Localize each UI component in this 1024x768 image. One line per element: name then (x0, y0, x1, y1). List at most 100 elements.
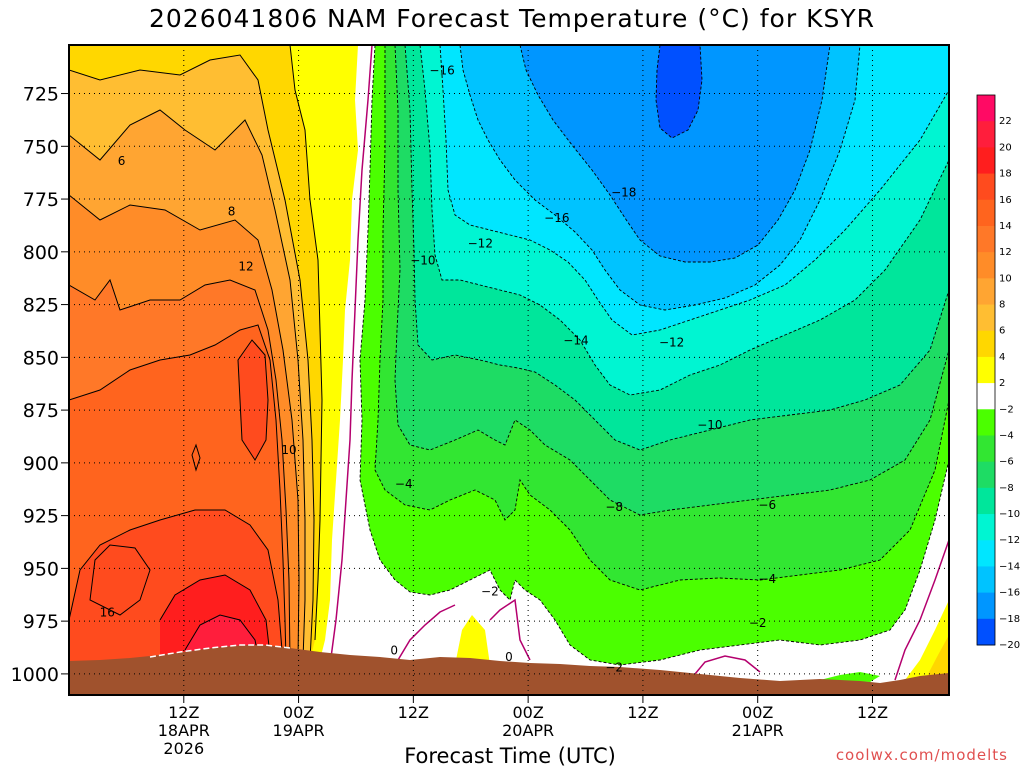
negative-contour-line (419, 45, 949, 396)
contour-label: −6 (758, 498, 776, 512)
contour-label: −14 (563, 333, 588, 347)
colorbar-swatch (977, 383, 995, 410)
colorbar-label: 14 (999, 221, 1012, 232)
freezing-line (394, 604, 456, 666)
contour-label: −10 (410, 253, 435, 267)
colorbar-label: −10 (999, 509, 1020, 520)
contour-label: 12 (238, 260, 253, 274)
colorbar-swatch (977, 199, 995, 227)
contour-line (237, 339, 269, 461)
colorbar-swatch (977, 173, 995, 201)
contour-line (69, 509, 283, 651)
colorbar-label: −16 (999, 588, 1020, 599)
x-tick-label: 00Z (283, 703, 314, 722)
colorbar-label: 12 (999, 247, 1012, 258)
colorbar-swatch (977, 278, 995, 306)
contour-label: −4 (758, 572, 776, 586)
contour-label: −2 (749, 616, 767, 630)
colorbar-label: 6 (999, 326, 1005, 337)
contour-labels: 6 8 12 10 16 0 0 −2 −4 −2 −8 −10 −12 −14 −16 −16 −18 −12 −… (100, 63, 776, 675)
colorbar-label: 10 (999, 273, 1012, 284)
colorbar-swatch (977, 225, 995, 253)
temp-band-neg18-neg20 (656, 45, 702, 138)
colorbar-swatch (977, 121, 995, 148)
negative-contour-line (404, 45, 949, 451)
contour-line (289, 45, 323, 641)
contour-fill-layer (69, 45, 949, 695)
credit-link[interactable]: coolwx.com/modelts (835, 746, 1008, 764)
negative-contour-line (359, 45, 949, 666)
y-tick-label: 850 (23, 347, 59, 369)
x-axis-label: Forecast Time (UTC) (404, 744, 616, 768)
temp-band-neg16-neg18 (520, 45, 830, 262)
negative-contour-line (459, 45, 861, 311)
contour-line (69, 109, 306, 661)
y-tick-label: 925 (23, 506, 59, 528)
contour-label: −12 (659, 336, 684, 350)
contour-label: −16 (429, 63, 454, 77)
colorbar-label: −18 (999, 614, 1020, 625)
colorbar-swatch (977, 304, 995, 332)
contour-label: −2 (481, 585, 499, 599)
contour-line (69, 194, 300, 661)
negative-contour-line (439, 45, 949, 336)
temp-band-surface-green-right (820, 672, 880, 682)
y-tick-label: 975 (23, 611, 59, 633)
x-tick-label: 12Z (857, 703, 888, 722)
x-tick-label: 12Z (398, 703, 429, 722)
colorbar-swatch (977, 514, 995, 541)
colorbar-label: −2 (999, 404, 1014, 415)
contour-line (159, 574, 271, 656)
x-tick-label: 20APR (502, 721, 554, 740)
colorbar-label: −20 (999, 640, 1020, 651)
y-tick-label: 750 (23, 136, 59, 158)
colorbar-label: 22 (999, 116, 1012, 127)
colorbar-label: 16 (999, 195, 1012, 206)
colorbar-swatch (977, 95, 995, 122)
terrain-edge (149, 644, 291, 658)
negative-contour-line (394, 45, 949, 516)
contour-line (89, 544, 151, 616)
colorbar-swatch (977, 566, 995, 594)
contour-line (69, 324, 287, 661)
colorbar-swatch (977, 487, 995, 515)
contour-line (191, 443, 201, 472)
negative-contour-line (655, 45, 703, 139)
colorbar-frame (976, 94, 996, 646)
contour-label: 6 (118, 154, 126, 168)
colorbar-label: 18 (999, 169, 1012, 180)
y-axis: 725 750 775 800 825 850 875 900 925 950 975 1000 (11, 84, 69, 686)
terrain (69, 645, 949, 695)
contour-label: −18 (611, 186, 636, 200)
x-tick-label: 12Z (168, 703, 199, 722)
contour-label: 10 (281, 443, 296, 457)
x-tick-label: 2026 (163, 739, 204, 758)
colorbar-label: −6 (999, 457, 1014, 468)
negative-contour-layer (359, 45, 949, 666)
y-tick-label: 775 (23, 189, 59, 211)
contour-label: 0 (505, 650, 513, 664)
contour-label: −2 (605, 661, 623, 675)
y-tick-label: 825 (23, 295, 59, 317)
y-tick-label: 875 (23, 400, 59, 422)
contour-line-layer (69, 45, 323, 661)
grid (69, 45, 949, 695)
plot-frame (68, 44, 950, 696)
colorbar-label: −14 (999, 561, 1020, 572)
contour-label: −4 (395, 477, 413, 491)
colorbar-swatch (977, 618, 995, 646)
contour-line (69, 54, 315, 661)
temp-band-16-18-upper (238, 340, 268, 460)
contour-line (69, 278, 291, 661)
colorbar-label: −4 (999, 430, 1014, 441)
colorbar-swatch (977, 356, 995, 384)
contour-label: 0 (390, 644, 398, 658)
x-tick-label: 18APR (158, 721, 210, 740)
y-tick-label: 800 (23, 242, 59, 264)
colorbar-label: −8 (999, 483, 1014, 494)
freezing-line (689, 655, 761, 681)
x-tick-label: 19APR (273, 721, 325, 740)
y-tick-label: 725 (23, 84, 59, 106)
